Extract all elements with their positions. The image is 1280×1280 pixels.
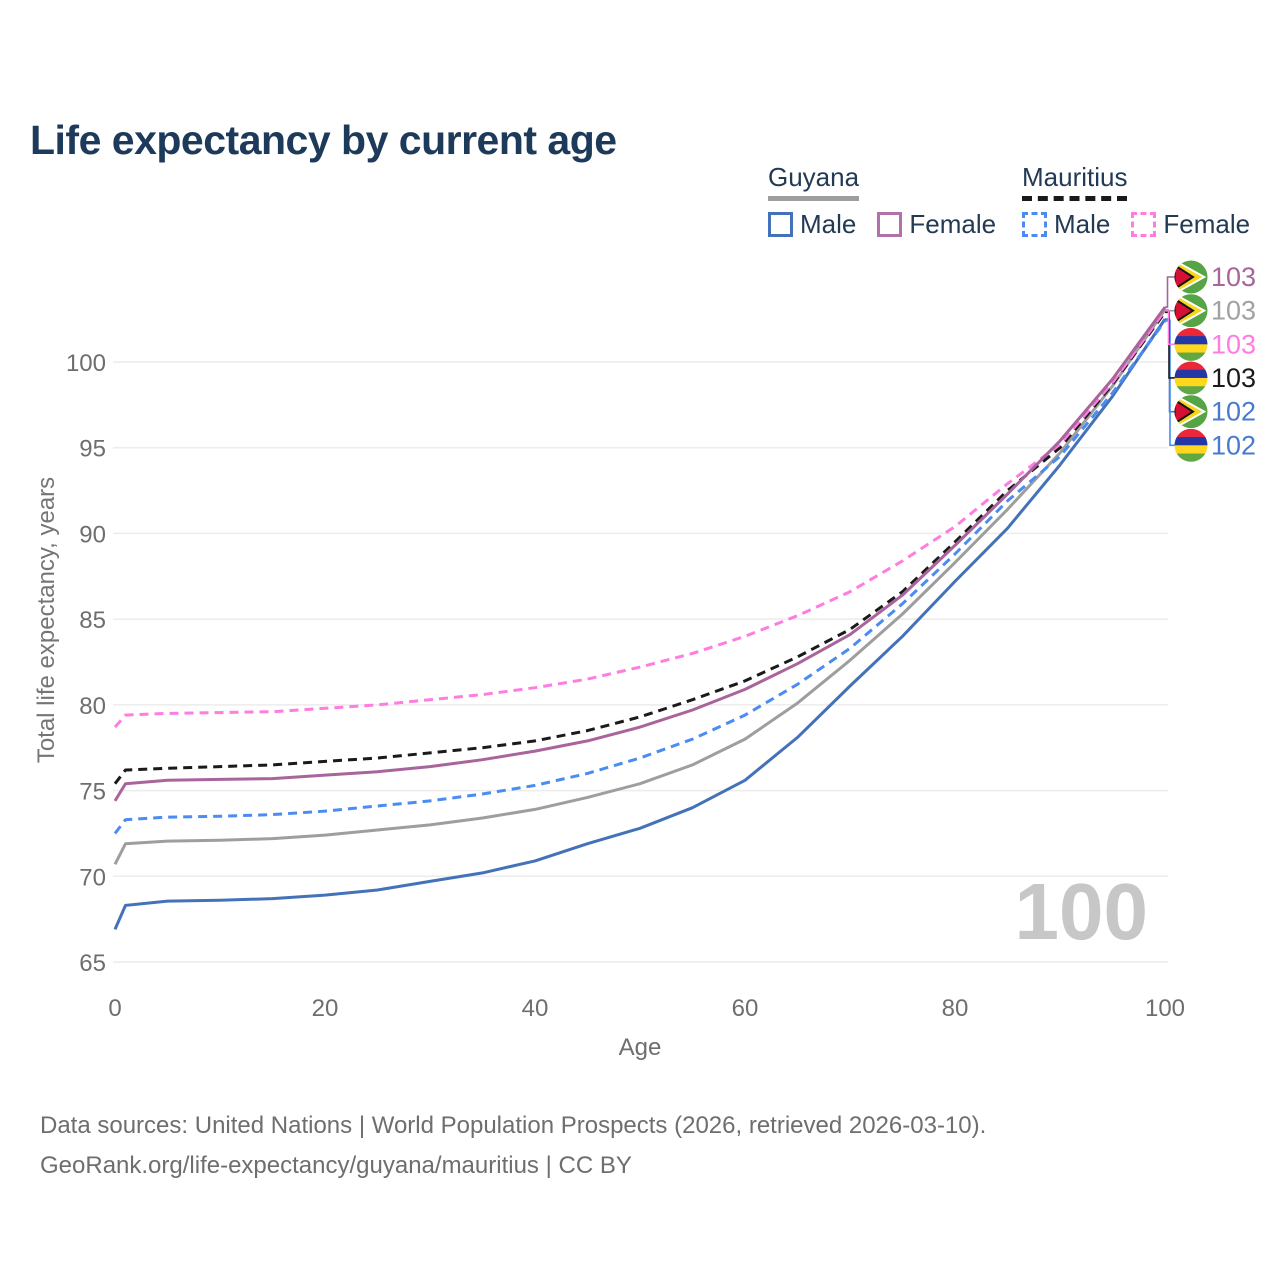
legend-header-mauritius: Mauritius bbox=[1022, 162, 1128, 201]
series-line-guyana-male[interactable] bbox=[113, 318, 1167, 931]
x-tick-label: 100 bbox=[1145, 995, 1185, 1022]
series-line-mauritius-female[interactable] bbox=[113, 309, 1167, 729]
y-tick-label: 70 bbox=[79, 864, 106, 891]
y-tick-label: 85 bbox=[79, 607, 106, 634]
age-watermark: 100 bbox=[1014, 867, 1148, 956]
x-tick-label: 40 bbox=[522, 995, 549, 1022]
series-connector bbox=[1165, 309, 1175, 346]
series-connector bbox=[1165, 311, 1175, 379]
x-tick-label: 60 bbox=[732, 995, 759, 1022]
legend-item-guyana-female[interactable]: Female bbox=[877, 209, 996, 240]
footer-sources-line: Data sources: United Nations | World Pop… bbox=[40, 1112, 987, 1139]
footer-attribution-line: GeoRank.org/life-expectancy/guyana/mauri… bbox=[40, 1152, 632, 1179]
legend-items-mauritius: Male Female bbox=[1022, 209, 1250, 240]
series-line-mauritius-male[interactable] bbox=[113, 320, 1167, 835]
end-value-label: 103 bbox=[1211, 329, 1256, 359]
x-axis-label: Age bbox=[618, 1034, 662, 1061]
mauritius-male-swatch-icon[interactable] bbox=[1022, 212, 1047, 237]
end-value-label: 103 bbox=[1211, 363, 1256, 393]
page-title: Life expectancy by current age bbox=[30, 117, 617, 164]
x-tick-label: 80 bbox=[942, 995, 969, 1022]
x-tick-label: 0 bbox=[108, 995, 121, 1022]
end-value-label: 102 bbox=[1211, 430, 1256, 460]
y-tick-label: 75 bbox=[79, 779, 106, 806]
series-line-mauritius-all[interactable] bbox=[113, 311, 1167, 785]
legend-item-mauritius-female[interactable]: Female bbox=[1131, 209, 1250, 240]
series-connector bbox=[1165, 320, 1175, 447]
series-line-guyana-all[interactable] bbox=[113, 308, 1167, 865]
series-connector bbox=[1165, 276, 1175, 308]
legend-items-guyana: Male Female bbox=[768, 209, 996, 240]
y-tick-label: 100 bbox=[66, 350, 106, 377]
guyana-flag-icon bbox=[1174, 395, 1208, 429]
mauritius-flag-icon bbox=[1174, 361, 1208, 395]
footer: Data sources: United Nations | World Pop… bbox=[40, 1106, 986, 1186]
legend-label: Male bbox=[800, 209, 857, 239]
y-tick-label: 95 bbox=[79, 436, 106, 463]
legend-item-guyana-male[interactable]: Male bbox=[768, 209, 856, 240]
legend-label: Female bbox=[1163, 209, 1251, 239]
legend-group-guyana: Guyana Male Female bbox=[768, 162, 996, 240]
end-value-label: 103 bbox=[1211, 262, 1256, 292]
legend-group-mauritius: Mauritius Male Female bbox=[1022, 162, 1250, 240]
legend-header-guyana: Guyana bbox=[768, 162, 860, 201]
mauritius-female-swatch-icon[interactable] bbox=[1131, 212, 1157, 237]
mauritius-flag-icon bbox=[1174, 327, 1208, 361]
y-axis-label: Total life expectancy, years bbox=[33, 476, 60, 764]
legend-item-mauritius-male[interactable]: Male bbox=[1022, 209, 1110, 240]
guyana-female-swatch-icon[interactable] bbox=[877, 212, 903, 237]
y-tick-label: 80 bbox=[79, 693, 106, 720]
guyana-flag-icon bbox=[1174, 260, 1208, 294]
series-line-guyana-female[interactable] bbox=[113, 306, 1167, 802]
x-tick-label: 20 bbox=[312, 995, 339, 1022]
end-value-label: 103 bbox=[1211, 296, 1256, 326]
guyana-male-swatch-icon[interactable] bbox=[768, 212, 793, 237]
guyana-flag-icon bbox=[1174, 294, 1208, 328]
y-tick-label: 65 bbox=[79, 950, 106, 977]
end-value-label: 102 bbox=[1211, 397, 1256, 427]
legend-label: Male bbox=[1054, 209, 1111, 239]
y-tick-label: 90 bbox=[79, 521, 106, 548]
legend-label: Female bbox=[909, 209, 997, 239]
mauritius-flag-icon bbox=[1174, 428, 1208, 462]
